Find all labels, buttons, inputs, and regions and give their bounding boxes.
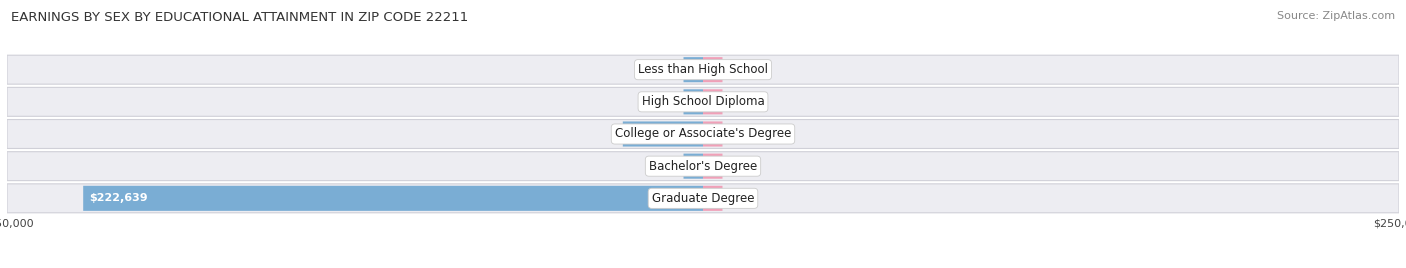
FancyBboxPatch shape	[7, 87, 1399, 116]
FancyBboxPatch shape	[83, 186, 703, 211]
FancyBboxPatch shape	[7, 184, 1399, 213]
Text: $0: $0	[664, 161, 678, 171]
FancyBboxPatch shape	[703, 186, 723, 211]
Text: $0: $0	[664, 97, 678, 107]
FancyBboxPatch shape	[623, 121, 703, 147]
Text: $0: $0	[728, 97, 742, 107]
FancyBboxPatch shape	[703, 121, 723, 147]
FancyBboxPatch shape	[683, 89, 703, 114]
Text: Bachelor's Degree: Bachelor's Degree	[650, 160, 756, 173]
Text: $0: $0	[728, 193, 742, 203]
Text: $0: $0	[728, 161, 742, 171]
FancyBboxPatch shape	[683, 57, 703, 82]
FancyBboxPatch shape	[683, 154, 703, 179]
Text: $222,639: $222,639	[89, 193, 148, 203]
FancyBboxPatch shape	[7, 152, 1399, 181]
FancyBboxPatch shape	[7, 55, 1399, 84]
Text: Less than High School: Less than High School	[638, 63, 768, 76]
FancyBboxPatch shape	[7, 120, 1399, 148]
Text: Graduate Degree: Graduate Degree	[652, 192, 754, 205]
Text: Source: ZipAtlas.com: Source: ZipAtlas.com	[1277, 11, 1395, 21]
Text: $0: $0	[728, 65, 742, 75]
Text: High School Diploma: High School Diploma	[641, 95, 765, 108]
Text: College or Associate's Degree: College or Associate's Degree	[614, 128, 792, 140]
FancyBboxPatch shape	[703, 89, 723, 114]
FancyBboxPatch shape	[703, 57, 723, 82]
Text: $0: $0	[664, 65, 678, 75]
Text: $28,808: $28,808	[628, 129, 679, 139]
Text: EARNINGS BY SEX BY EDUCATIONAL ATTAINMENT IN ZIP CODE 22211: EARNINGS BY SEX BY EDUCATIONAL ATTAINMEN…	[11, 11, 468, 24]
FancyBboxPatch shape	[703, 154, 723, 179]
Text: $0: $0	[728, 129, 742, 139]
